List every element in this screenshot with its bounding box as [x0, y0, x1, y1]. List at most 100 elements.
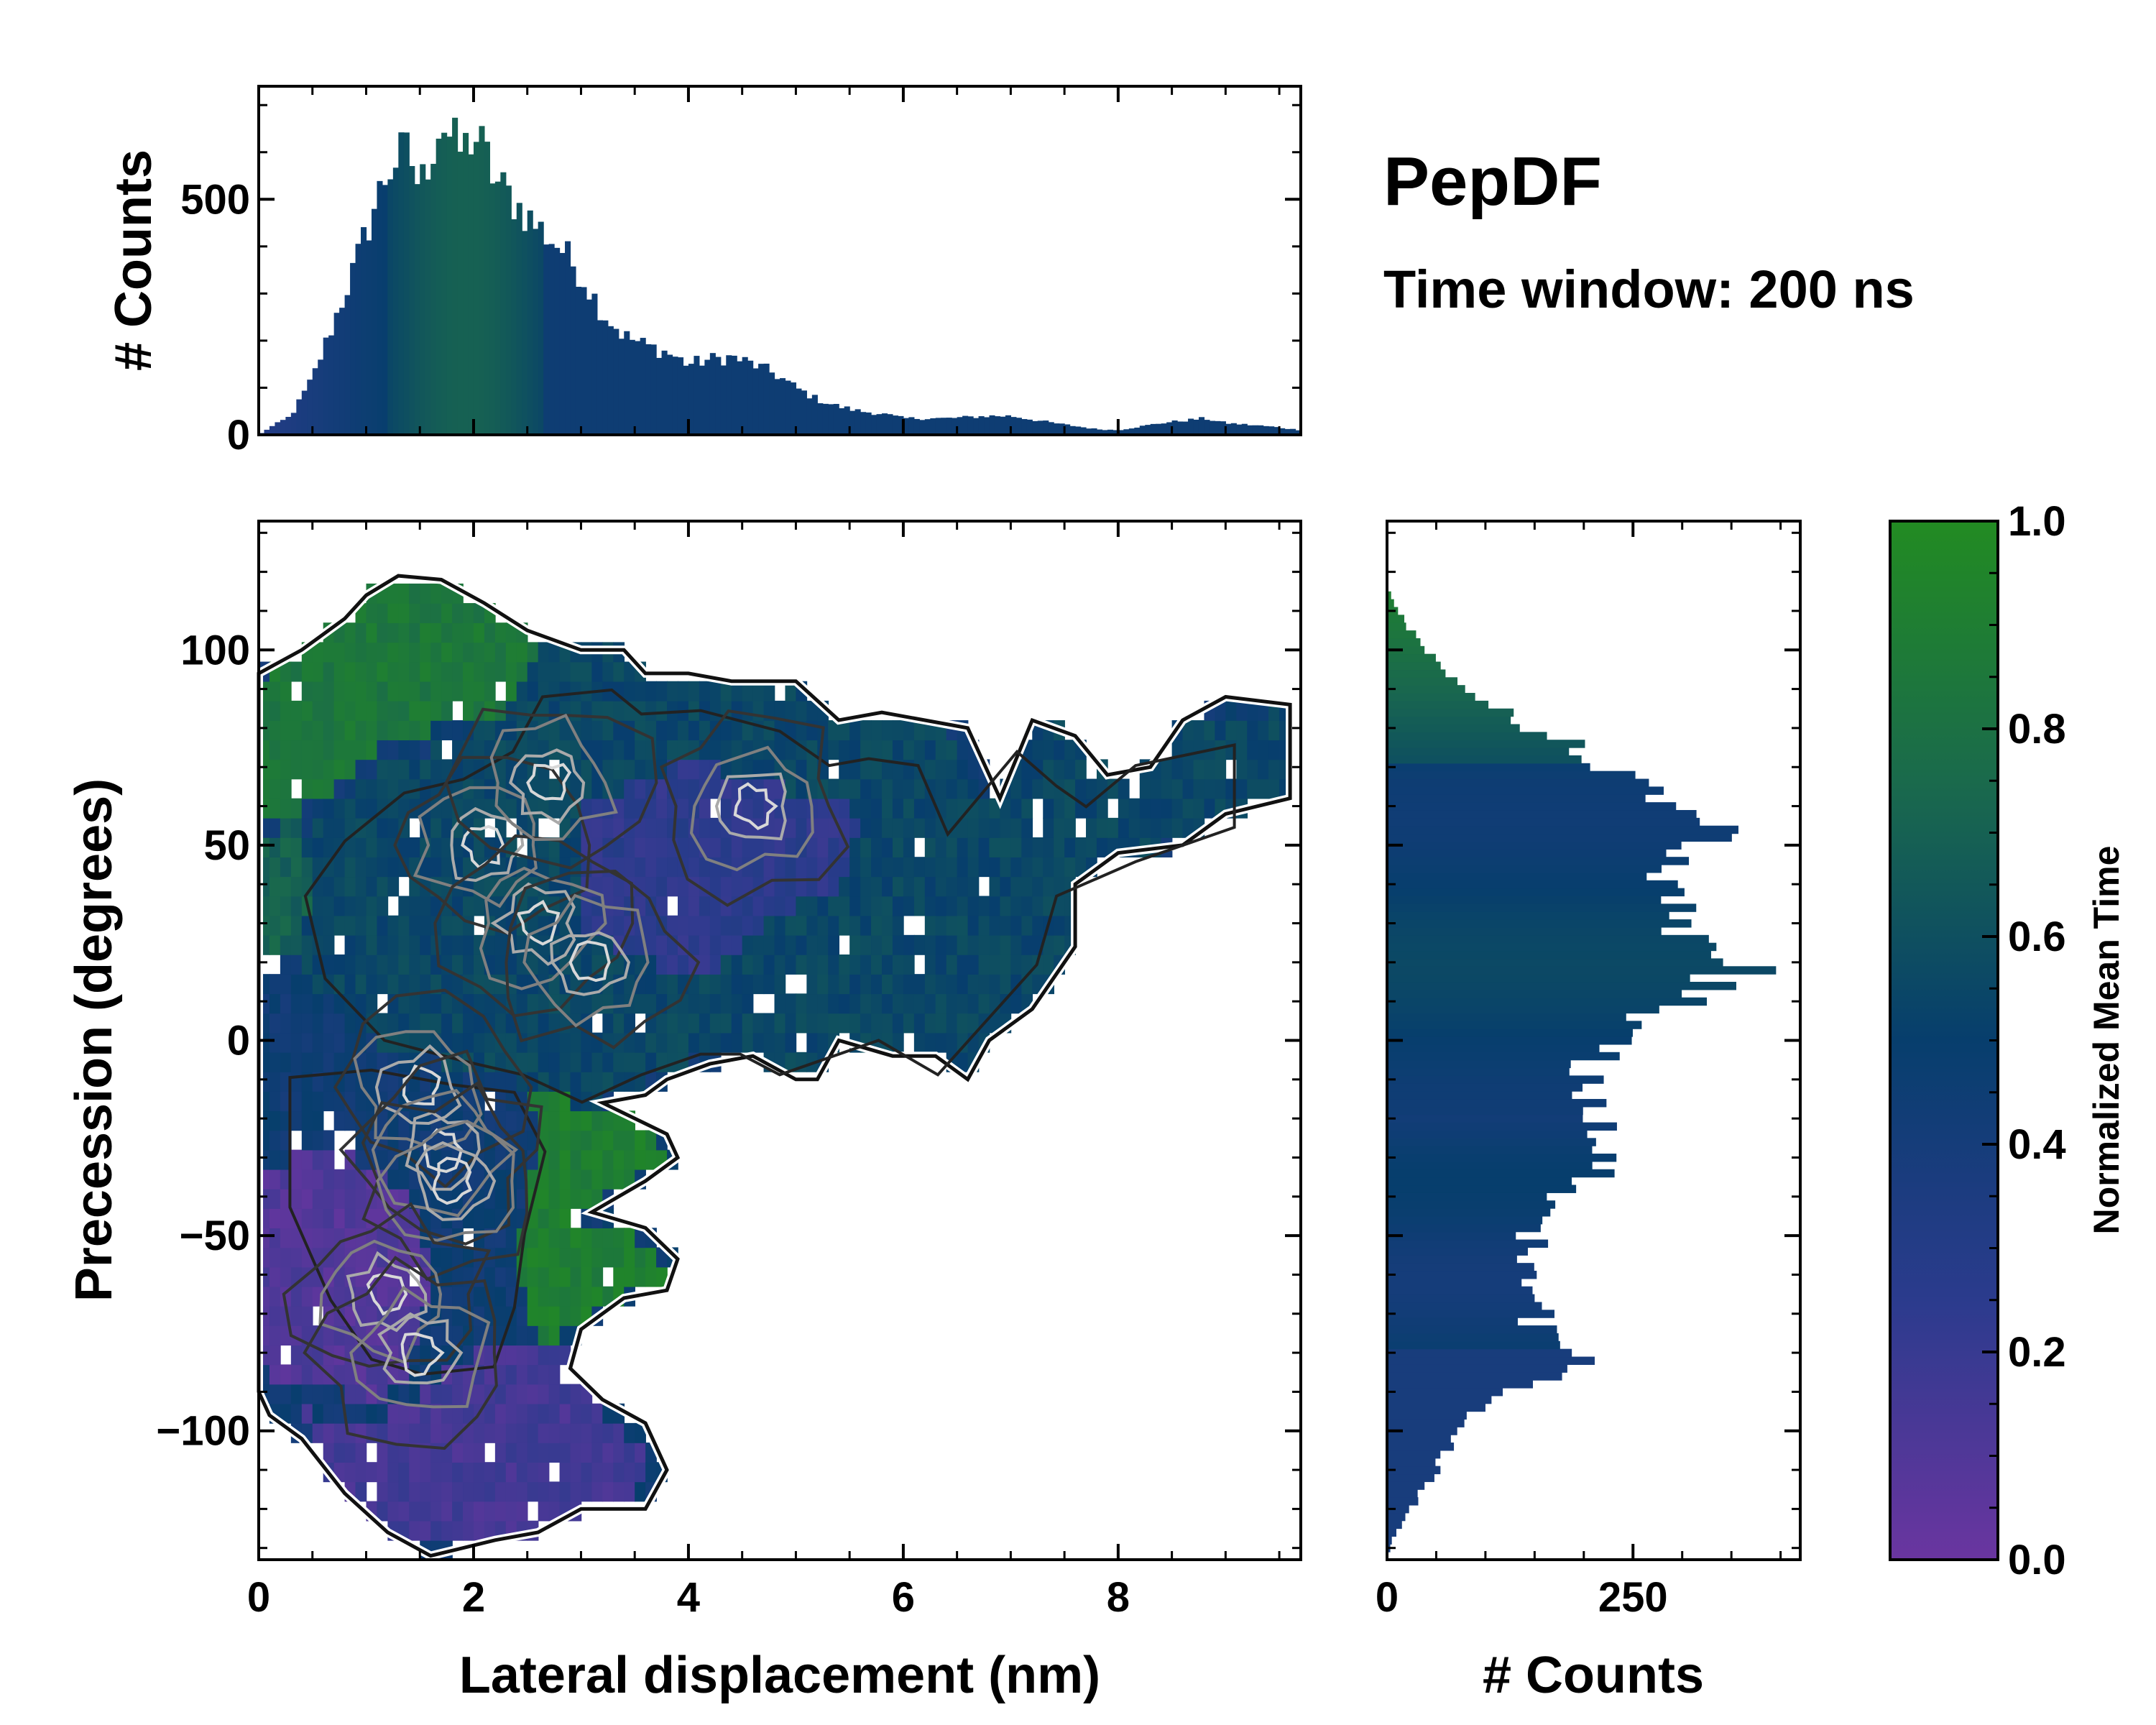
heatmap-cell: [323, 778, 335, 799]
heatmap-cell: [484, 1481, 496, 1502]
top-histogram-bar: [817, 403, 824, 435]
heatmap-cell: [849, 954, 861, 975]
heatmap-cell: [1043, 837, 1054, 857]
heatmap-cell: [301, 1149, 313, 1170]
heatmap-cell: [527, 1364, 539, 1385]
heatmap-cell: [871, 934, 883, 955]
top-histogram-bar: [1193, 419, 1199, 435]
plot-title: PepDF: [1383, 143, 1602, 220]
heatmap-cell: [505, 1403, 517, 1424]
heatmap-cell: [742, 915, 754, 936]
top-histogram-bar: [854, 409, 861, 435]
right-histogram-bar: [1387, 1395, 1492, 1404]
heatmap-cell: [978, 857, 990, 878]
heatmap-cell: [452, 1032, 464, 1053]
heatmap-cell: [377, 837, 389, 857]
top-histogram-bar: [737, 361, 743, 435]
heatmap-cell: [1010, 837, 1023, 857]
heatmap-cell: [366, 1071, 378, 1092]
heatmap-cell: [570, 1247, 582, 1268]
heatmap-cell: [377, 1013, 389, 1034]
heatmap-cell: [398, 1462, 410, 1483]
heatmap-cell: [430, 1013, 442, 1034]
heatmap-cell: [430, 720, 442, 741]
heatmap-cell: [301, 778, 313, 799]
heatmap-cell: [344, 857, 356, 878]
heatmap-cell: [924, 740, 936, 760]
top-histogram-bar: [1026, 419, 1033, 435]
right-histogram-bar: [1387, 1450, 1441, 1459]
heatmap-cell: [828, 993, 840, 1014]
heatmap-cell: [538, 1286, 550, 1307]
heatmap-cell: [913, 934, 926, 955]
heatmap-cell: [516, 1443, 528, 1463]
right-histogram-bar: [1387, 802, 1677, 811]
heatmap-cell: [967, 837, 980, 857]
heatmap-cell: [473, 1501, 485, 1522]
top-histogram-bar: [898, 415, 904, 435]
top-histogram-bar: [586, 299, 593, 435]
heatmap-cell: [913, 798, 926, 819]
top-histogram-ylabel: # Counts: [105, 150, 162, 371]
heatmap-cell: [591, 1481, 604, 1502]
heatmap-cell: [849, 720, 861, 741]
heatmap-cell: [430, 1443, 442, 1463]
heatmap-cell: [1268, 759, 1280, 780]
heatmap-cell: [441, 1013, 453, 1034]
heatmap-cell: [269, 934, 281, 955]
heatmap-cell: [430, 1384, 442, 1404]
top-histogram-bar: [908, 417, 915, 435]
heatmap-cell: [452, 622, 464, 643]
heatmap-cell: [355, 661, 367, 682]
right-histogram-bar: [1387, 865, 1662, 873]
heatmap-cell: [957, 740, 969, 760]
heatmap-cell: [924, 934, 936, 955]
heatmap-cell: [494, 974, 507, 995]
heatmap-cell: [538, 1325, 550, 1346]
right-histogram-bar: [1387, 1067, 1570, 1076]
heatmap-cell: [849, 876, 861, 897]
heatmap-cell: [473, 1422, 485, 1443]
heatmap-cell: [570, 778, 582, 799]
heatmap-cell: [1054, 837, 1065, 857]
heatmap-cell: [1215, 759, 1227, 780]
heatmap-cell: [420, 857, 431, 878]
heatmap-cell: [409, 1013, 421, 1034]
heatmap-cell: [430, 993, 442, 1014]
heatmap-cell: [591, 1130, 604, 1151]
heatmap-cell: [1032, 915, 1044, 936]
heatmap-cell: [527, 1403, 539, 1424]
heatmap-cell: [699, 1032, 711, 1053]
heatmap-cell: [269, 1305, 281, 1326]
top-histogram-bar: [930, 418, 936, 435]
heatmap-cell: [344, 1169, 356, 1190]
heatmap-cell: [355, 1188, 367, 1209]
heatmap-cell: [731, 915, 743, 936]
heatmap-cell: [548, 1149, 561, 1170]
heatmap-cell: [839, 778, 850, 799]
heatmap-cell: [398, 896, 410, 916]
heatmap-cell: [312, 740, 324, 760]
heatmap-cell: [871, 1013, 883, 1034]
heatmap-cell: [312, 817, 324, 838]
heatmap-cell: [355, 740, 367, 760]
right-histogram-bar: [1387, 1138, 1596, 1146]
heatmap-cell: [752, 934, 765, 955]
colorbar-tick-label: 0.0: [2008, 1537, 2066, 1583]
contour-level: [505, 869, 701, 1049]
heatmap-cell: [409, 778, 421, 799]
heatmap-cell: [667, 700, 678, 721]
heatmap-cell: [860, 740, 872, 760]
heatmap-cell: [688, 915, 700, 936]
top-histogram-bar: [967, 416, 974, 435]
heatmap-cell: [463, 915, 474, 936]
heatmap-cell: [913, 720, 926, 741]
heatmap-cell: [860, 778, 872, 799]
heatmap-cell: [1182, 720, 1194, 741]
heatmap-cell: [452, 934, 464, 955]
top-histogram-bar: [1086, 428, 1092, 435]
heatmap-cell: [355, 876, 367, 897]
heatmap-cell: [280, 857, 292, 878]
heatmap-cell: [624, 974, 635, 995]
right-histogram-bar: [1387, 1223, 1541, 1233]
